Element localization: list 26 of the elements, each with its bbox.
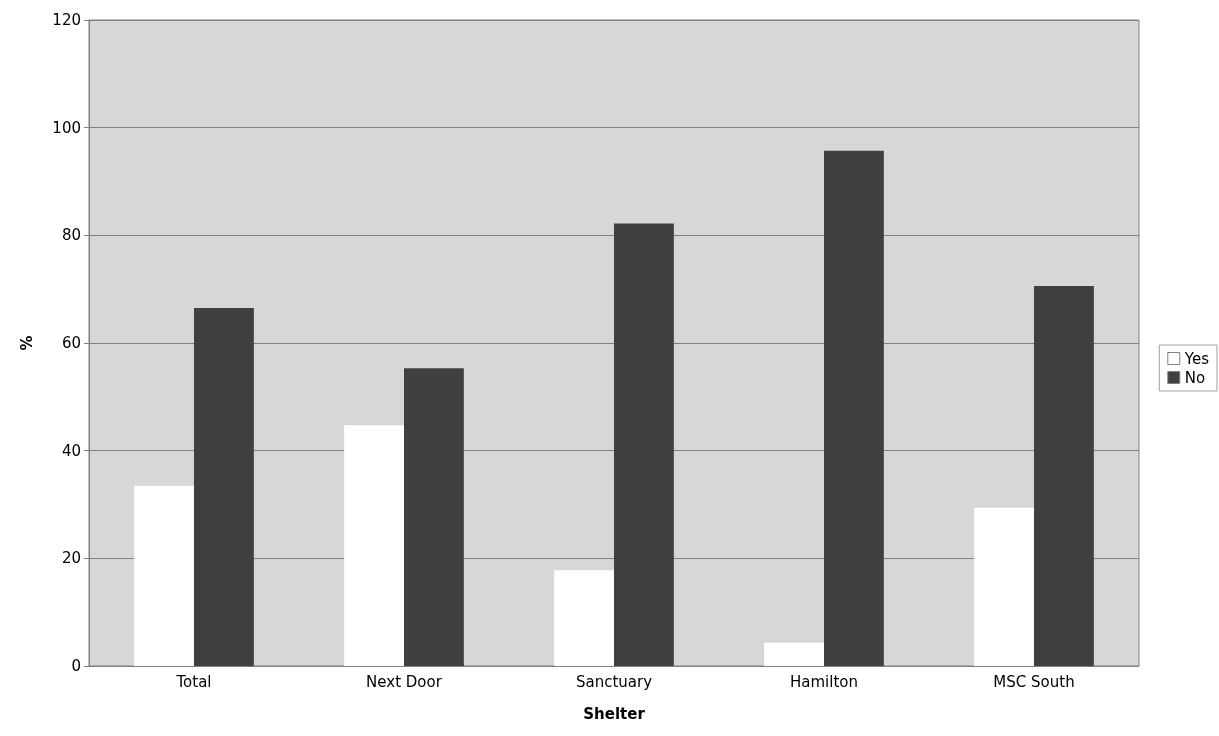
x-tick-label: MSC South	[993, 672, 1075, 691]
y-tick-label: 100	[52, 118, 81, 137]
bar	[974, 507, 1034, 666]
legend-label: Yes	[1183, 349, 1210, 368]
x-tick-label: Next Door	[366, 672, 443, 691]
x-tick-label: Sanctuary	[575, 672, 653, 691]
x-tick-label: Hamilton	[790, 672, 858, 691]
bar	[614, 223, 674, 666]
y-tick-label: 0	[71, 657, 81, 675]
bar	[764, 642, 824, 666]
y-tick-label: 60	[61, 334, 81, 352]
y-tick-label: 40	[61, 441, 81, 460]
bar	[194, 308, 254, 666]
x-tick-label: Total	[175, 672, 212, 691]
bar	[1034, 285, 1094, 666]
y-axis-title: %	[17, 335, 36, 351]
x-axis-title: Shelter	[583, 704, 646, 723]
bar	[554, 570, 614, 666]
legend-label: No	[1184, 368, 1206, 387]
bar	[344, 425, 404, 666]
bar	[404, 368, 464, 666]
bar	[134, 485, 194, 666]
y-tick-label: 20	[61, 549, 81, 568]
y-tick-label: 80	[61, 226, 81, 245]
y-tick-label: 120	[52, 11, 81, 29]
bar	[824, 150, 884, 666]
